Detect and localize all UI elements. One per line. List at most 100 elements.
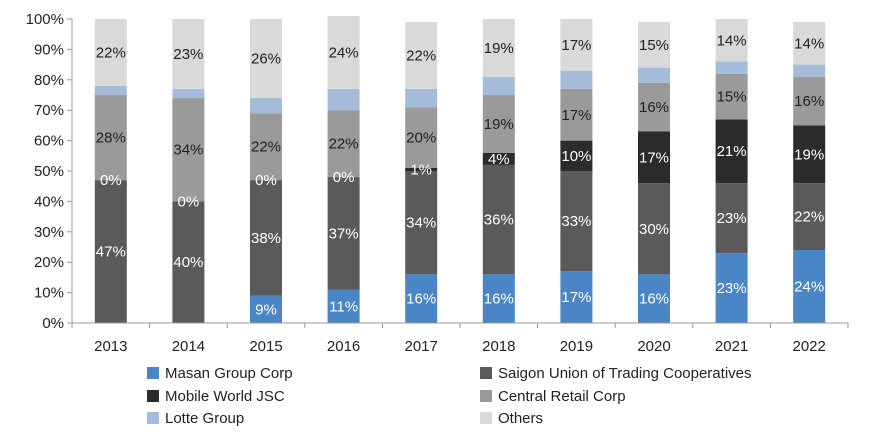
data-label: 4% [488, 151, 510, 168]
legend-label: Masan Group Corp [165, 365, 293, 382]
bar-segment-masan-group-corp [482, 274, 515, 323]
data-label: 16% [484, 291, 514, 308]
legend-item: Mobile World JSC [147, 388, 285, 405]
legend-label: Saigon Union of Trading Cooperatives [498, 365, 752, 382]
data-label: 34% [173, 142, 203, 159]
x-tick-label: 2014 [172, 338, 205, 355]
y-tick-label: 80% [34, 72, 64, 89]
bar-segment-saigon-union-of-trading-cooperatives [560, 171, 593, 272]
data-label: 17% [561, 107, 591, 124]
bar-group-2022 [793, 22, 826, 323]
bar-group-2018 [482, 19, 515, 323]
bar-segment-masan-group-corp [715, 253, 748, 323]
bar-segment-central-retail-corp [94, 95, 127, 181]
bar-segment-others [715, 19, 748, 62]
bar-segment-others [94, 19, 127, 86]
bar-segment-saigon-union-of-trading-cooperatives [250, 180, 282, 296]
bar-segment-others [172, 19, 205, 89]
legend-swatch [480, 390, 492, 402]
data-label: 17% [639, 149, 669, 166]
bar-segment-lotte-group [172, 88, 205, 99]
bar-group-2014 [172, 19, 205, 323]
bar-segment-central-retail-corp [715, 73, 748, 120]
bar-segment-central-retail-corp [793, 76, 826, 126]
data-label: 30% [639, 221, 669, 238]
bar-segment-central-retail-corp [482, 95, 515, 153]
bar-segment-mobile-world-jsc [715, 119, 748, 184]
data-label: 15% [639, 37, 669, 54]
x-tick-label: 2017 [405, 338, 438, 355]
data-label: 26% [251, 51, 281, 68]
bar-segment-central-retail-corp [327, 110, 360, 178]
legend-label: Mobile World JSC [165, 388, 285, 405]
data-label: 22% [794, 209, 824, 226]
data-label: 10% [561, 148, 591, 165]
bar-segment-saigon-union-of-trading-cooperatives [327, 177, 360, 290]
data-label: 19% [484, 40, 514, 57]
bar-segment-masan-group-corp [560, 271, 593, 323]
data-label: 0% [100, 172, 122, 189]
y-axis: 0% 10% 20% 30% 40% 50% 60% 70% 80% 90% 100% [26, 11, 73, 332]
bar-group-2021 [715, 19, 748, 323]
legend-swatch [147, 390, 159, 402]
bar-segment-saigon-union-of-trading-cooperatives [793, 183, 826, 251]
data-label: 17% [561, 289, 591, 306]
data-label: 9% [255, 301, 277, 318]
x-tick-label: 2020 [637, 338, 670, 355]
legend-item: Others [480, 410, 543, 427]
data-label: 15% [717, 89, 747, 106]
bar-segment-lotte-group [94, 85, 127, 95]
data-label: 23% [173, 46, 203, 63]
data-label: 22% [406, 47, 436, 64]
bar-segment-others [638, 22, 670, 68]
y-tick-label: 30% [34, 224, 64, 241]
legend: Masan Group Corp Saigon Union of Trading … [147, 365, 752, 427]
bar-segment-lotte-group [250, 98, 282, 114]
data-label: 24% [794, 279, 824, 296]
data-label: 14% [794, 35, 824, 52]
data-label: 22% [251, 139, 281, 156]
bar-segment-lotte-group [715, 61, 748, 74]
data-label: 0% [178, 193, 200, 210]
bar-group-2020 [638, 22, 670, 323]
data-label: 21% [717, 143, 747, 160]
y-tick-label: 100% [26, 11, 64, 28]
bar-segment-masan-group-corp [405, 274, 438, 323]
bar-segment-masan-group-corp [250, 295, 282, 323]
bar-segment-masan-group-corp [793, 250, 826, 323]
x-tick-label: 2022 [793, 338, 826, 355]
legend-item: Masan Group Corp [147, 365, 293, 382]
data-label: 14% [717, 32, 747, 49]
bar-segment-central-retail-corp [405, 107, 438, 168]
data-label: 34% [406, 215, 436, 232]
bar-segment-lotte-group [482, 76, 515, 95]
y-tick-label: 20% [34, 254, 64, 271]
data-label: 24% [329, 44, 359, 61]
bar-segment-saigon-union-of-trading-cooperatives [715, 183, 748, 254]
legend-label: Others [498, 410, 543, 427]
legend-swatch [147, 367, 159, 379]
x-tick-label: 2019 [560, 338, 593, 355]
bar-segment-central-retail-corp [560, 88, 593, 141]
bar-segment-mobile-world-jsc [560, 140, 593, 171]
bar-segment-lotte-group [405, 88, 438, 108]
bar-segment-others [482, 19, 515, 77]
legend-label: Lotte Group [165, 410, 244, 427]
bar-group-2016 [327, 15, 360, 323]
bar-segment-saigon-union-of-trading-cooperatives [405, 171, 438, 275]
legend-swatch [147, 412, 159, 424]
x-tick-label: 2018 [482, 338, 515, 355]
data-label: 11% [329, 298, 358, 315]
data-label: 37% [329, 225, 359, 242]
data-label: 16% [406, 291, 436, 308]
data-label: 23% [717, 280, 747, 297]
data-label: 0% [333, 169, 355, 186]
y-tick-label: 10% [34, 285, 64, 302]
bar-segment-lotte-group [638, 67, 670, 83]
data-label: 19% [484, 116, 514, 133]
bar-segment-lotte-group [327, 88, 360, 111]
data-label: 22% [329, 136, 359, 153]
y-tick-label: 70% [34, 102, 64, 119]
bar-segment-others [793, 22, 826, 65]
